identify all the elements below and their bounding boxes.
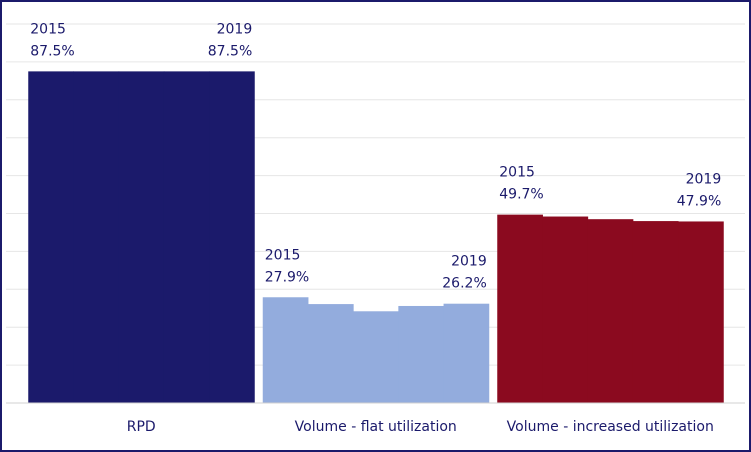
- value-label: 26.2%: [442, 276, 486, 292]
- x-tick-label: Volume - increased utilization: [507, 419, 714, 435]
- value-label: 49.7%: [499, 187, 543, 203]
- bar: [209, 71, 255, 403]
- bar: [262, 297, 309, 403]
- series-year-label: 2019: [451, 254, 487, 270]
- value-label: 87.5%: [30, 43, 74, 59]
- bar: [443, 303, 490, 403]
- series-year-label: 2019: [686, 171, 722, 187]
- series-year-label: 2015: [499, 165, 535, 181]
- series-year-label: 2019: [217, 21, 253, 37]
- x-tick-label: RPD: [127, 419, 156, 435]
- bar: [632, 221, 679, 403]
- value-label: 87.5%: [208, 43, 252, 59]
- bar: [497, 214, 543, 403]
- bar: [163, 71, 210, 403]
- bar: [307, 304, 354, 403]
- bar: [28, 71, 74, 403]
- bar: [398, 305, 445, 403]
- series-year-label: 2015: [30, 21, 66, 37]
- bar: [73, 71, 120, 403]
- bar: [542, 216, 589, 403]
- bar: [118, 71, 165, 403]
- value-label: 47.9%: [677, 193, 721, 209]
- bar: [587, 219, 634, 403]
- x-tick-label: Volume - flat utilization: [295, 419, 457, 435]
- bar: [353, 311, 399, 403]
- bar: [678, 221, 724, 403]
- series-year-label: 2015: [265, 247, 301, 263]
- value-label: 27.9%: [265, 269, 309, 285]
